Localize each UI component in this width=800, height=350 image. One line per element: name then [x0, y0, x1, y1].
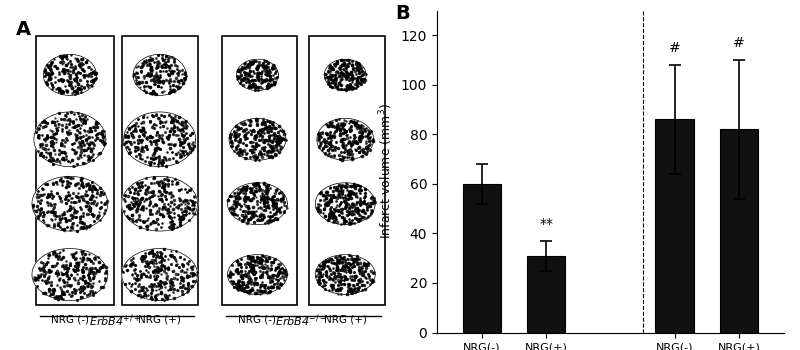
- Polygon shape: [133, 54, 186, 96]
- Text: NRG (+): NRG (+): [138, 315, 181, 325]
- FancyBboxPatch shape: [122, 36, 198, 305]
- Polygon shape: [122, 176, 198, 231]
- Text: NRG (+): NRG (+): [324, 315, 366, 325]
- Polygon shape: [227, 255, 287, 294]
- Polygon shape: [124, 112, 196, 167]
- Bar: [462, 184, 502, 332]
- Polygon shape: [317, 118, 374, 160]
- Text: A: A: [16, 20, 31, 39]
- Text: B: B: [395, 4, 410, 23]
- Text: ErbB4$^{-/-}$: ErbB4$^{-/-}$: [275, 313, 327, 329]
- Y-axis label: Infarct volume (mm$^3$): Infarct volume (mm$^3$): [378, 104, 395, 239]
- Text: NRG (-): NRG (-): [238, 315, 277, 325]
- Polygon shape: [43, 54, 97, 96]
- Polygon shape: [32, 248, 108, 301]
- Polygon shape: [34, 112, 106, 167]
- Text: ErbB4$^{+/+}$: ErbB4$^{+/+}$: [89, 313, 141, 329]
- Text: **: **: [539, 217, 554, 231]
- Polygon shape: [32, 176, 108, 231]
- FancyBboxPatch shape: [222, 36, 298, 305]
- Text: #: #: [733, 36, 745, 50]
- Polygon shape: [315, 255, 375, 294]
- Text: NRG (-): NRG (-): [51, 315, 89, 325]
- Polygon shape: [315, 183, 375, 225]
- FancyBboxPatch shape: [310, 36, 385, 305]
- Bar: [720, 130, 758, 332]
- Text: #: #: [669, 41, 681, 55]
- Polygon shape: [122, 248, 198, 301]
- Polygon shape: [237, 59, 278, 91]
- Polygon shape: [324, 59, 366, 91]
- Bar: [527, 256, 566, 332]
- FancyBboxPatch shape: [36, 36, 114, 305]
- Bar: [655, 119, 694, 332]
- Polygon shape: [227, 183, 287, 225]
- Polygon shape: [229, 118, 286, 160]
